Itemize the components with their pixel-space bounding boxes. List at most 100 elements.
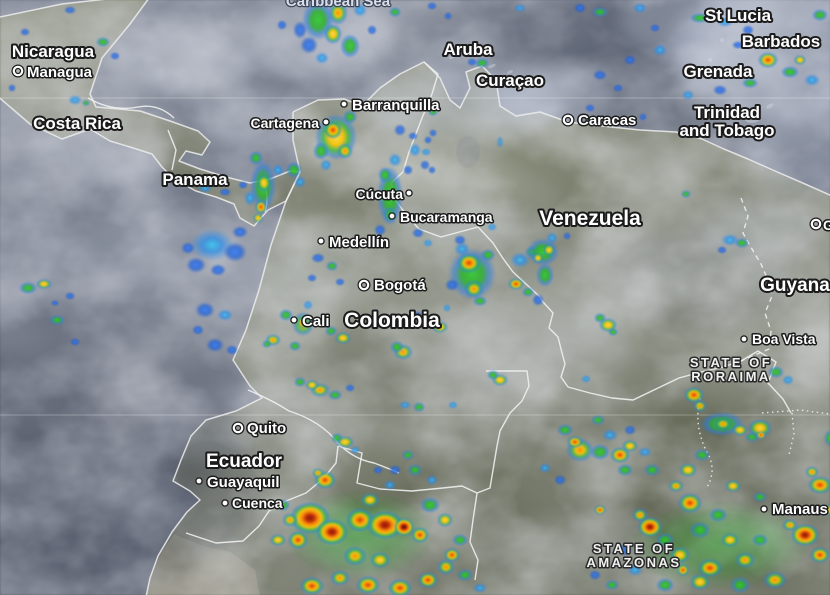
radar-cell bbox=[198, 183, 212, 193]
radar-cell bbox=[424, 136, 432, 144]
radar-cell bbox=[367, 511, 403, 539]
radar-cell bbox=[627, 564, 643, 576]
radar-cell bbox=[253, 213, 263, 223]
radar-cell bbox=[444, 12, 452, 20]
radar-cell bbox=[350, 446, 360, 454]
radar-cell bbox=[232, 226, 248, 238]
radar-cell bbox=[394, 518, 414, 536]
radar-cell bbox=[735, 238, 749, 248]
radar-cell bbox=[444, 548, 460, 562]
radar-cell bbox=[330, 570, 350, 586]
radar-cell bbox=[638, 517, 662, 537]
radar-cell bbox=[311, 253, 325, 263]
radar-cell bbox=[808, 476, 830, 494]
radar-cell bbox=[343, 546, 367, 566]
radar-cell bbox=[226, 345, 238, 355]
radar-cell bbox=[206, 338, 224, 352]
radar-cell bbox=[421, 148, 431, 156]
radar-cell bbox=[82, 100, 90, 106]
radar-cell bbox=[361, 493, 379, 507]
radar-cell bbox=[429, 129, 437, 137]
radar-cell bbox=[752, 534, 768, 546]
radar-cell bbox=[457, 253, 481, 273]
radar-cell bbox=[68, 95, 82, 105]
radar-cell bbox=[633, 3, 647, 13]
radar-cell bbox=[389, 7, 401, 17]
radar-cell bbox=[452, 534, 468, 546]
radar-cell bbox=[388, 579, 412, 595]
radar-cell bbox=[408, 132, 418, 140]
radar-cell bbox=[557, 424, 573, 436]
radar-cell bbox=[713, 85, 727, 95]
radar-cell bbox=[810, 547, 830, 563]
radar-cell bbox=[367, 25, 377, 35]
radar-cell bbox=[19, 282, 37, 294]
radar-cell bbox=[353, 3, 367, 17]
city-label-barranquilla: Barranquilla bbox=[352, 97, 440, 114]
city-label-g: G bbox=[823, 217, 830, 233]
radar-cell bbox=[437, 513, 453, 527]
radar-cell bbox=[653, 44, 667, 56]
radar-cell bbox=[682, 90, 694, 100]
radar-cell bbox=[454, 235, 466, 245]
radar-cell bbox=[428, 166, 436, 174]
city-label-guayaquil: Guayaquil bbox=[207, 474, 280, 491]
border-costarica-panama bbox=[167, 129, 177, 171]
radar-cell bbox=[768, 366, 784, 378]
radar-cell bbox=[426, 475, 438, 485]
radar-cell bbox=[412, 228, 424, 238]
radar-cell bbox=[714, 418, 732, 430]
radar-cell bbox=[64, 6, 76, 14]
radar-cell bbox=[602, 429, 618, 441]
city-marker-managua bbox=[12, 65, 24, 77]
radar-cell bbox=[96, 37, 110, 47]
radar-cell bbox=[679, 463, 697, 477]
radar-cell bbox=[546, 232, 558, 244]
country-label-venezuela: Venezuela bbox=[539, 207, 641, 230]
radar-cell bbox=[804, 74, 820, 86]
country-label-grenada: Grenada bbox=[684, 62, 754, 81]
radar-cell bbox=[624, 425, 636, 435]
radar-cell bbox=[730, 577, 750, 593]
radar-cell bbox=[567, 436, 583, 448]
city-marker-medell-n bbox=[317, 237, 325, 245]
radar-cell bbox=[690, 574, 710, 590]
sea-label-caribbean-sea: Caribbean Sea bbox=[286, 0, 391, 10]
radar-cell bbox=[414, 311, 422, 319]
radar-cell bbox=[399, 401, 411, 409]
radar-cell bbox=[389, 465, 401, 475]
radar-cell bbox=[554, 475, 566, 485]
city-marker-barranquilla bbox=[340, 100, 348, 108]
radar-cell bbox=[732, 41, 744, 49]
radar-cell bbox=[594, 313, 606, 323]
map-labels: Caribbean Sea Nicaragua Costa Rica Panama Co… bbox=[10, 0, 830, 572]
radar-cell bbox=[605, 580, 619, 590]
radar-cell bbox=[294, 377, 306, 387]
city-marker-bucaramanga bbox=[388, 212, 396, 220]
state-label-state-of: STATE OF bbox=[593, 541, 675, 556]
radar-cell bbox=[192, 325, 204, 335]
radar-cell bbox=[782, 375, 794, 385]
radar-cell bbox=[678, 493, 702, 513]
radar-cell bbox=[487, 370, 499, 380]
radar-cell bbox=[532, 294, 544, 306]
radar-cell bbox=[824, 430, 830, 446]
radar-cell bbox=[684, 387, 704, 403]
radar-cell bbox=[473, 583, 487, 593]
radar-cell bbox=[257, 174, 271, 192]
radar-cell bbox=[294, 176, 306, 188]
radar-cell bbox=[420, 160, 430, 170]
radar-cell bbox=[812, 9, 828, 21]
state-label-roraima: RORAIMA bbox=[691, 369, 771, 384]
radar-cell bbox=[594, 505, 606, 515]
radar-cell bbox=[791, 524, 819, 546]
city-marker-caracas bbox=[562, 114, 574, 126]
radar-cell bbox=[805, 466, 819, 478]
radar-cell bbox=[244, 190, 256, 206]
radar-cell bbox=[255, 200, 267, 214]
city-marker-c-cuta bbox=[405, 189, 413, 197]
radar-cell bbox=[448, 401, 458, 409]
radar-cell bbox=[324, 121, 342, 139]
